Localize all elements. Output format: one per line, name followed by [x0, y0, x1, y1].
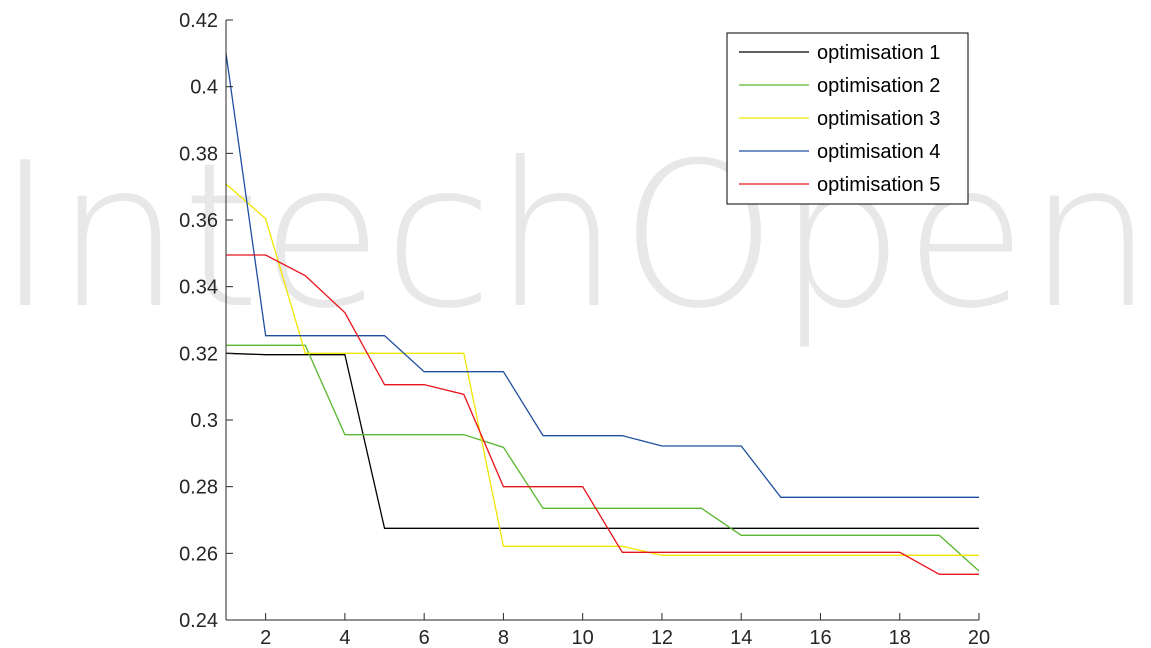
x-tick-label: 14 [730, 627, 752, 648]
y-tick-label: 0.28 [179, 477, 218, 499]
x-tick-label: 18 [889, 627, 911, 648]
x-tick-label: 12 [651, 627, 673, 648]
x-tick-label: 16 [809, 627, 831, 648]
x-tick-label: 6 [419, 627, 430, 648]
series-line-3 [225, 183, 979, 556]
y-tick-label: 0.32 [179, 343, 218, 365]
x-tick-label: 2 [260, 627, 271, 648]
y-tick-label: 0.42 [179, 10, 218, 32]
x-tick-label: 10 [572, 627, 594, 648]
y-tick-label: 0.3 [190, 410, 218, 432]
y-tick-label: 0.36 [179, 210, 218, 232]
y-tick-label: 0.26 [179, 543, 218, 565]
x-tick-label: 8 [498, 627, 509, 648]
series-line-4 [225, 53, 979, 498]
y-tick-label: 0.38 [179, 143, 218, 165]
x-tick-label: 20 [968, 627, 990, 648]
legend-label-2: optimisation 2 [817, 75, 940, 97]
legend-label-4: optimisation 4 [817, 141, 940, 163]
legend-label-5: optimisation 5 [817, 174, 940, 196]
watermark: IntechOpen [0, 120, 1151, 353]
legend: optimisation 1 optimisation 2 optimisation… [726, 32, 969, 205]
series-line-5 [226, 254, 979, 575]
legend-label-1: optimisation 1 [817, 42, 940, 64]
x-tick-label: 4 [339, 627, 350, 648]
y-tick-label: 0.4 [190, 77, 218, 99]
axes: 2 4 6 8 10 12 14 16 18 20 0.24 0.26 0.28 0.3 0.32 0.34 0… [179, 10, 990, 648]
legend-label-3: optimisation 3 [817, 108, 940, 130]
y-tick-label: 0.24 [179, 610, 218, 632]
y-tick-label: 0.34 [179, 277, 218, 299]
series-line-1 [225, 352, 979, 529]
series-layer [225, 53, 980, 575]
series-line-2 [226, 344, 980, 572]
